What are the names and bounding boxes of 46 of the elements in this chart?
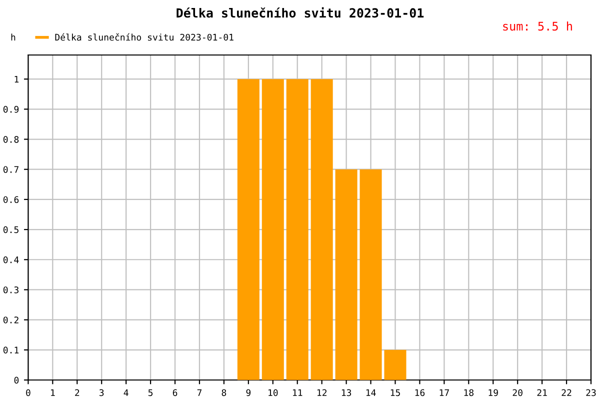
- x-tick-label: 4: [124, 389, 128, 396]
- x-tick-label: 9: [246, 389, 251, 396]
- x-tick-label: 14: [366, 389, 376, 396]
- y-tick-label: 0.9: [3, 106, 19, 113]
- x-tick-label: 0: [26, 389, 30, 396]
- y-tick-label: 0.4: [3, 256, 19, 264]
- x-tick-label: 8: [222, 389, 226, 396]
- y-axis-title: h: [11, 34, 16, 41]
- y-tick-label: 0.3: [3, 286, 18, 294]
- y-tick-label: 0.7: [3, 166, 18, 173]
- x-tick-label: 3: [99, 389, 104, 396]
- x-tick-label: 11: [293, 389, 302, 396]
- bar: [262, 79, 284, 380]
- legend-label: Délka slunečního svitu 2023-01-01: [55, 33, 234, 41]
- bar: [286, 79, 308, 380]
- y-tick-label: 0.1: [3, 346, 19, 354]
- bar: [360, 169, 382, 380]
- x-tick-label: 22: [562, 389, 572, 396]
- x-tick-label: 1: [51, 389, 55, 396]
- x-tick-label: 12: [317, 389, 327, 396]
- x-tick-label: 6: [172, 389, 178, 396]
- x-tick-label: 10: [268, 389, 278, 396]
- y-tick-label: 0.2: [3, 316, 18, 324]
- text: sum: 5.5 h: [503, 22, 572, 31]
- y-tick-label: 0.5: [3, 226, 18, 234]
- y-tick-label: 0.8: [3, 136, 19, 143]
- x-tick-label: 5: [148, 389, 153, 396]
- x-tick-label: 16: [415, 389, 425, 396]
- x-tick-label: 18: [464, 389, 474, 396]
- x-tick-label: 7: [197, 389, 202, 396]
- bar: [310, 79, 333, 380]
- x-tick-label: 2: [75, 389, 80, 396]
- bar: [384, 350, 406, 380]
- x-tick-label: 23: [586, 389, 596, 396]
- x-tick-label: 20: [512, 389, 522, 396]
- x-tick-label: 15: [390, 389, 400, 396]
- x-tick-label: 13: [342, 389, 352, 396]
- bar: [237, 79, 260, 380]
- x-tick-label: 17: [440, 389, 449, 396]
- y-tick-label: 0: [14, 376, 19, 384]
- bar: [335, 169, 358, 380]
- y-tick-label: 1: [14, 76, 19, 83]
- y-tick-label: 0.6: [3, 196, 19, 204]
- x-tick-label: 21: [537, 389, 547, 396]
- x-tick-label: 19: [488, 389, 498, 396]
- chart-title: Délka slunečního svitu 2023-01-01: [176, 7, 424, 18]
